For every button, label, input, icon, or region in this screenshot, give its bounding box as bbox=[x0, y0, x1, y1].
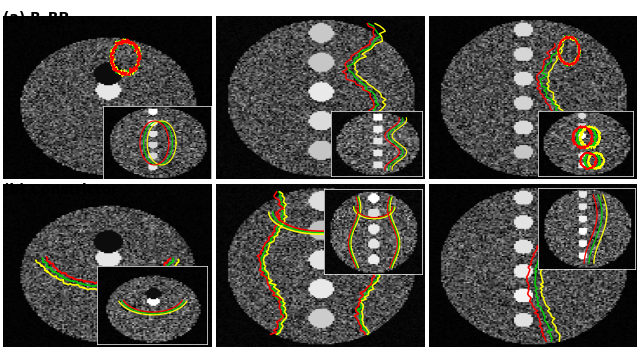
Text: (b) Constrictor: (b) Constrictor bbox=[3, 183, 118, 197]
Text: (a) R_BP: (a) R_BP bbox=[3, 11, 69, 25]
